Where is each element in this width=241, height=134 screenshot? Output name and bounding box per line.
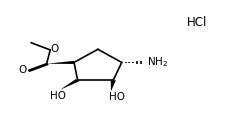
Polygon shape <box>47 61 74 64</box>
Text: O: O <box>50 44 59 54</box>
Text: HO: HO <box>50 91 66 101</box>
Text: HCl: HCl <box>187 16 207 29</box>
Polygon shape <box>60 79 80 90</box>
Text: O: O <box>18 65 26 75</box>
Text: NH$_2$: NH$_2$ <box>147 55 168 69</box>
Text: HO: HO <box>109 92 125 102</box>
Polygon shape <box>111 80 116 91</box>
